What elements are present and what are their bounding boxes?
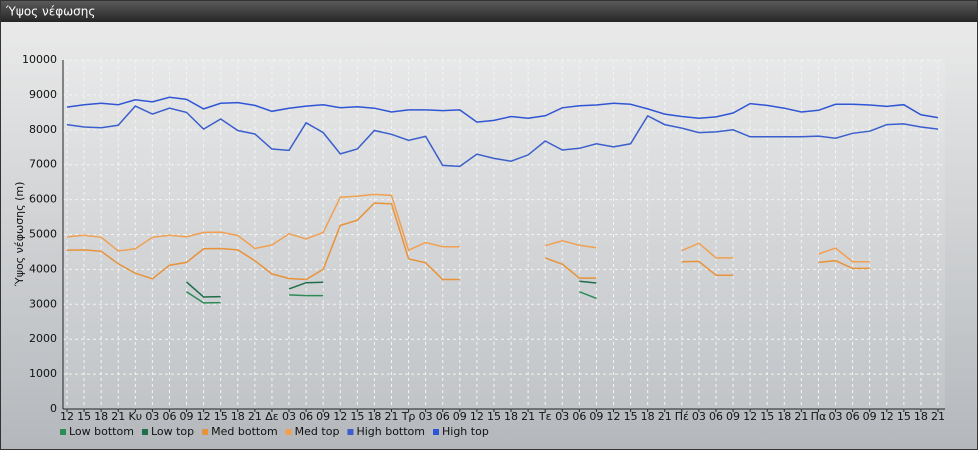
x-tick-label: 12 (743, 410, 757, 423)
x-tick-label: 09 (453, 410, 467, 423)
legend-marker (141, 429, 148, 435)
y-axis-label: Ύψος νέφωσης (m) (13, 182, 26, 288)
y-tick-label: 0 (50, 402, 57, 415)
x-tick-label: 21 (658, 410, 672, 423)
y-tick-label: 5000 (29, 228, 57, 241)
legend-label: High top (442, 425, 489, 438)
x-tick-label: 18 (231, 410, 245, 423)
x-tick-label: 15 (760, 410, 774, 423)
y-tick-label: 9000 (29, 88, 57, 101)
legend-label: High bottom (356, 425, 425, 438)
x-tick-label: 21 (794, 410, 808, 423)
x-tick-label: 06 (299, 410, 313, 423)
series-line (66, 202, 870, 281)
y-tick-label: 10000 (22, 53, 57, 66)
legend-marker (347, 429, 354, 435)
y-tick-label: 8000 (29, 123, 57, 136)
chart-title: Ύψος νέφωσης (5, 5, 95, 19)
x-tick-label: 15 (350, 410, 364, 423)
x-tick-label: 21 (248, 410, 262, 423)
y-tick-label: 1000 (29, 367, 57, 380)
legend-label: Med bottom (211, 425, 278, 438)
x-tick-label: 21 (521, 410, 535, 423)
x-tick-label: 21 (931, 410, 945, 423)
legend-label: Low top (151, 425, 194, 438)
x-tick-label: 12 (197, 410, 211, 423)
x-tick-label: 03 (145, 410, 159, 423)
x-tick-label: Τε (538, 410, 552, 423)
x-tick-label: 18 (914, 410, 928, 423)
x-tick-label: 06 (162, 410, 176, 423)
x-tick-label: 03 (692, 410, 706, 423)
x-tick-label: 18 (641, 410, 655, 423)
x-tick-label: 12 (880, 410, 894, 423)
x-tick-label: 06 (709, 410, 723, 423)
x-tick-label: 03 (282, 410, 296, 423)
x-tick-label: 18 (367, 410, 381, 423)
legend-marker (202, 429, 209, 435)
x-tick-label: 12 (333, 410, 347, 423)
y-tick-label: 4000 (29, 262, 57, 275)
title-bar (1, 1, 977, 22)
x-tick-label: 15 (77, 410, 91, 423)
x-tick-label: 12 (60, 410, 74, 423)
legend-label: Med top (295, 425, 340, 438)
y-tick-label: 3000 (29, 297, 57, 310)
x-tick-label: 09 (180, 410, 194, 423)
legend-marker (433, 429, 439, 435)
x-tick-label: 03 (829, 410, 843, 423)
legend-marker (285, 429, 292, 435)
legend-label: Low bottom (69, 425, 134, 438)
x-tick-label: 21 (384, 410, 398, 423)
x-tick-label: 09 (863, 410, 877, 423)
x-tick-label: 09 (589, 410, 603, 423)
x-tick-label: 15 (487, 410, 501, 423)
x-tick-label: Κυ (129, 410, 143, 423)
x-tick-label: 09 (726, 410, 740, 423)
x-tick-label: 06 (436, 410, 450, 423)
x-tick-label: 15 (624, 410, 638, 423)
x-tick-label: 18 (777, 410, 791, 423)
x-tick-label: 18 (504, 410, 518, 423)
series-line (66, 96, 939, 123)
y-tick-label: 6000 (29, 193, 57, 206)
x-tick-label: 12 (607, 410, 621, 423)
y-tick-label: 7000 (29, 158, 57, 171)
x-tick-label: Πέ (675, 410, 689, 423)
y-tick-label: 2000 (29, 332, 57, 345)
x-tick-label: 06 (846, 410, 860, 423)
series-line (186, 291, 597, 304)
x-tick-label: 21 (111, 410, 125, 423)
legend-marker (60, 429, 66, 435)
x-tick-label: 03 (555, 410, 569, 423)
series-line (66, 105, 939, 168)
x-tick-label: 06 (572, 410, 586, 423)
x-tick-label: Δε (265, 410, 279, 423)
series-line (186, 280, 597, 298)
series-line (66, 193, 870, 263)
x-tick-label: Τρ (401, 410, 416, 423)
x-tick-label: 03 (419, 410, 433, 423)
x-tick-label: Πα (811, 410, 827, 423)
x-tick-label: 09 (316, 410, 330, 423)
x-tick-label: 15 (214, 410, 228, 423)
x-tick-label: 12 (470, 410, 484, 423)
x-tick-label: 18 (94, 410, 108, 423)
x-tick-label: 15 (897, 410, 911, 423)
